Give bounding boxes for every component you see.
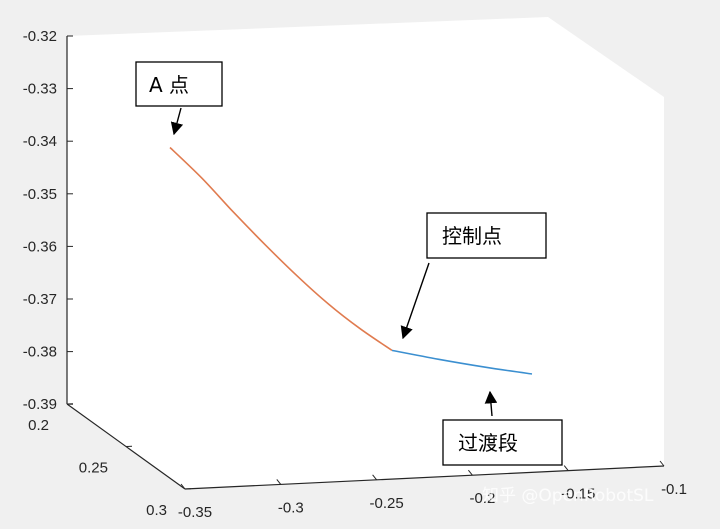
- z-tick-label: -0.36: [23, 238, 57, 255]
- annotation-a-point-arrow: [170, 107, 184, 136]
- x-ticks: -0.35 -0.3 -0.25 -0.2 -0.15 -0.1: [178, 460, 687, 521]
- x-tick-label: -0.25: [369, 495, 403, 512]
- watermark: 知乎 @OpenRobotSL: [482, 486, 654, 506]
- y-tick-label: 0.3: [146, 502, 167, 519]
- z-tick-label: -0.32: [23, 28, 57, 45]
- series-line-1: [169, 146, 393, 352]
- y-ticks: 0.2 0.25 0.3: [28, 403, 192, 519]
- x-tick-label: -0.1: [661, 481, 687, 498]
- z-ticks: -0.32 -0.33 -0.34 -0.35 -0.36 -0.37 -0.38 -0.39: [23, 28, 73, 413]
- y-tick-label: 0.25: [79, 460, 108, 477]
- x-tick-mark: [468, 469, 473, 476]
- z-tick-label: -0.33: [23, 81, 57, 98]
- x-tick-label: -0.3: [278, 499, 304, 516]
- annotation-transition: 过渡段: [442, 390, 563, 466]
- x-tick-mark: [276, 479, 282, 485]
- x-tick-mark: [563, 465, 569, 471]
- x-tick-mark: [372, 474, 377, 481]
- x-tick-mark: [180, 483, 186, 490]
- z-tick-label: -0.39: [23, 396, 57, 413]
- annotation-a-point-label: A 点: [149, 73, 189, 97]
- z-tick-label: -0.35: [23, 186, 57, 203]
- series-line-2: [391, 349, 533, 375]
- x-tick-mark: [659, 460, 665, 467]
- annotation-control-point-label: 控制点: [442, 224, 502, 248]
- annotation-transition-label: 过渡段: [458, 431, 518, 455]
- x-tick-label: -0.2: [469, 490, 495, 507]
- y-tick-label: 0.2: [28, 417, 49, 434]
- annotation-a-point: A 点: [135, 61, 223, 136]
- annotation-transition-arrow: [484, 390, 498, 417]
- z-tick-label: -0.34: [23, 133, 57, 150]
- annotation-control-point-arrow: [400, 262, 430, 340]
- x-tick-label: -0.15: [561, 486, 595, 503]
- annotation-control-point: 控制点: [400, 212, 547, 340]
- x-axis-line: [184, 465, 665, 490]
- series: [169, 146, 533, 375]
- z-tick-label: -0.37: [23, 291, 57, 308]
- x-tick-label: -0.35: [178, 504, 212, 521]
- z-tick-label: -0.38: [23, 344, 57, 361]
